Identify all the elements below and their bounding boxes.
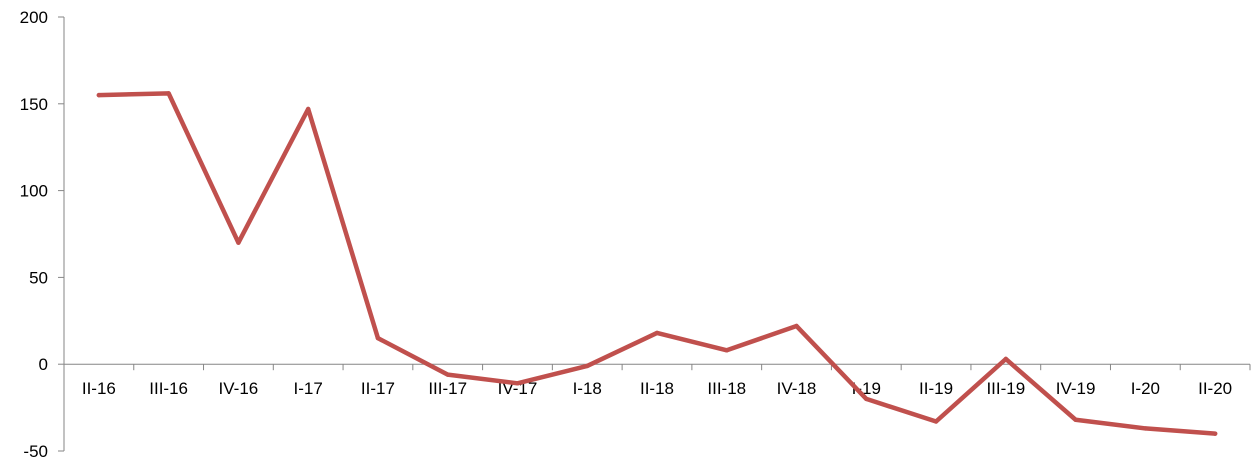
y-tick-label: 0 [39, 355, 48, 374]
x-tick-label: IV-18 [777, 379, 817, 398]
y-tick-label: 50 [29, 268, 48, 287]
data-point [236, 240, 241, 245]
x-tick-label: II-16 [82, 379, 116, 398]
y-tick-label: 150 [20, 95, 48, 114]
series-lines [96, 91, 1218, 436]
x-tick-label: II-18 [640, 379, 674, 398]
x-tick-label: II-19 [919, 379, 953, 398]
data-point [515, 381, 520, 386]
data-point [1143, 426, 1148, 431]
y-tick-label: -50 [23, 442, 48, 461]
x-axis: II-16 III-16 IV-16 I-17 II-17 III-17 IV-17 I-18… [63, 363, 1251, 398]
x-tick-label: III-17 [428, 379, 467, 398]
x-tick-label: I-20 [1131, 379, 1160, 398]
x-tick-label: IV-19 [1056, 379, 1096, 398]
x-tick-label: II-20 [1198, 379, 1232, 398]
data-point [375, 335, 381, 341]
data-point [1212, 431, 1218, 436]
y-tick-label: 200 [20, 8, 48, 27]
data-point [724, 348, 729, 353]
data-point [166, 91, 171, 96]
x-tick-label: III-19 [986, 379, 1025, 398]
data-point [585, 363, 590, 369]
data-point [933, 419, 939, 424]
y-tick-label: 100 [20, 182, 48, 201]
data-point [794, 323, 799, 329]
data-point [305, 106, 311, 112]
x-tick-label: II-17 [361, 379, 395, 398]
data-point [96, 92, 102, 98]
y-axis: 200 150 100 50 0 -50 [20, 8, 65, 461]
x-tick-label: III-18 [707, 379, 746, 398]
data-point [445, 372, 450, 377]
data-point [1073, 417, 1078, 422]
x-tick-label: III-16 [149, 379, 188, 398]
x-tick-label: IV-16 [219, 379, 259, 398]
data-point [864, 396, 869, 402]
x-tick-label: I-17 [294, 379, 323, 398]
data-point [1003, 356, 1009, 362]
data-point [654, 330, 660, 336]
x-tick-label: I-18 [573, 379, 602, 398]
